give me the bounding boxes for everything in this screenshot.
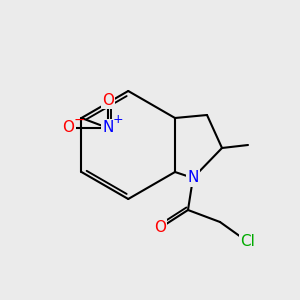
Text: −: −	[73, 112, 85, 127]
Text: Cl: Cl	[241, 235, 255, 250]
Text: +: +	[112, 113, 123, 126]
Text: O: O	[62, 121, 74, 136]
Text: O: O	[102, 92, 114, 107]
Text: N: N	[187, 170, 199, 185]
Text: O: O	[154, 220, 166, 236]
Text: N: N	[102, 121, 114, 136]
